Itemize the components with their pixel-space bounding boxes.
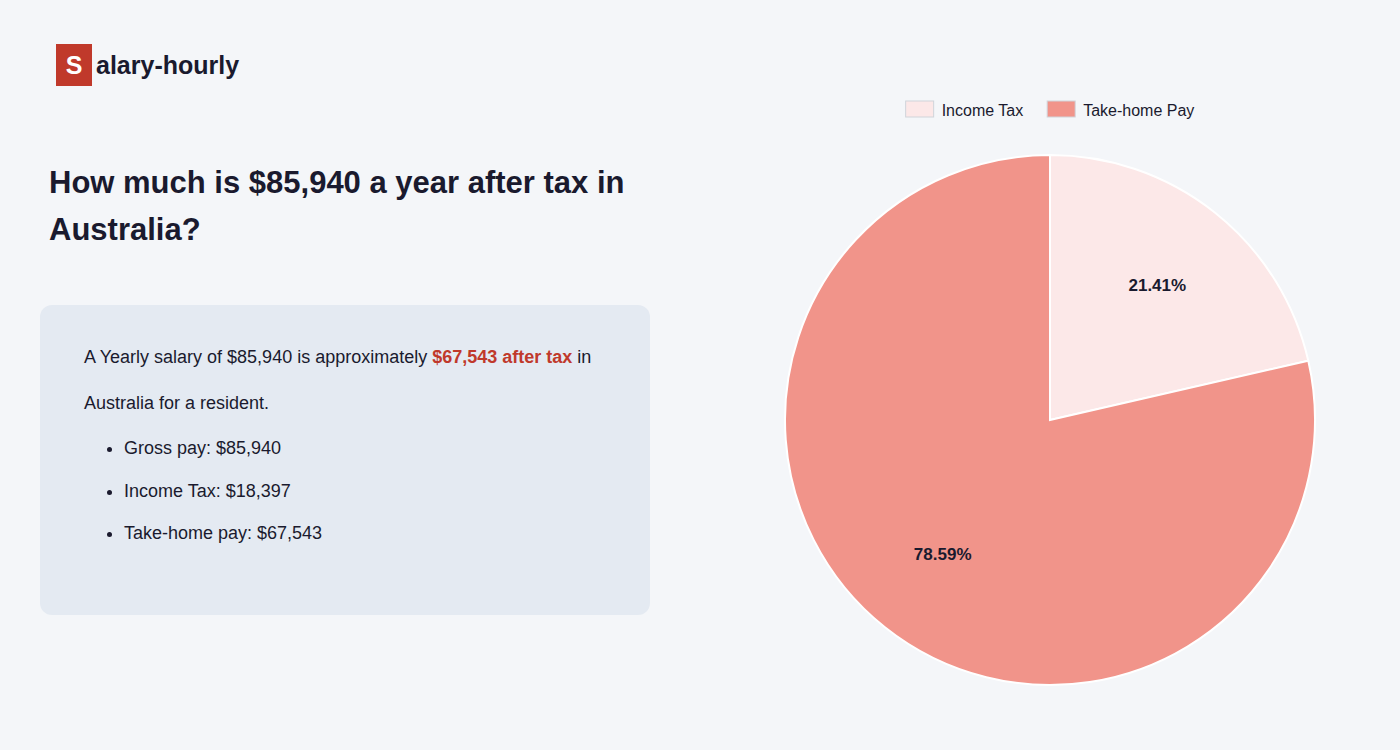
text-panel: Salary-hourly How much is $85,940 a year … xyxy=(0,0,700,750)
bullet-item: Gross pay: $85,940 xyxy=(124,434,610,463)
legend-swatch xyxy=(1047,101,1075,117)
bullet-text: Income Tax: $18,397 xyxy=(124,481,291,501)
info-box: A Yearly salary of $85,940 is approximat… xyxy=(40,305,650,615)
pie-slice xyxy=(785,155,1315,685)
data-labels: 21.41% 78.59% xyxy=(914,276,1186,564)
data-label: 78.59% xyxy=(914,545,972,564)
description: Australia for a resident. xyxy=(84,387,610,419)
bullet-text: Take-home pay: $67,543 xyxy=(124,523,322,543)
description: A Yearly salary of $85,940 is approximat… xyxy=(84,341,610,373)
pie-chart: 21.41% 78.59% Income Tax Take-home Pay xyxy=(700,0,1400,750)
legend-swatch xyxy=(906,101,934,117)
title: How much is $85,940 a year after tax in … xyxy=(49,160,669,253)
description-text: A Yearly salary of $85,940 is approximat… xyxy=(84,347,432,367)
description-text: Australia for a resident. xyxy=(84,393,269,413)
data-label: 21.41% xyxy=(1128,276,1186,295)
logo-text: alary-hourly xyxy=(96,51,239,80)
legend-label: Income Tax xyxy=(942,102,1024,119)
logo: Salary-hourly xyxy=(56,44,239,86)
legend-item: Income Tax xyxy=(906,101,1024,119)
description-text: in xyxy=(572,347,591,367)
highlight: $67,543 after tax xyxy=(432,347,572,367)
bullet-text: Gross pay: $85,940 xyxy=(124,438,281,458)
legend-label: Take-home Pay xyxy=(1083,102,1194,119)
logo-mark: S xyxy=(56,44,92,86)
bullet-list: Gross pay: $85,940 Income Tax: $18,397 Tak… xyxy=(84,434,610,548)
bullet-item: Take-home pay: $67,543 xyxy=(124,519,610,548)
legend-item: Take-home Pay xyxy=(1047,101,1194,119)
bullet-item: Income Tax: $18,397 xyxy=(124,477,610,506)
slices xyxy=(785,155,1315,685)
legend: Income Tax Take-home Pay xyxy=(906,101,1195,119)
